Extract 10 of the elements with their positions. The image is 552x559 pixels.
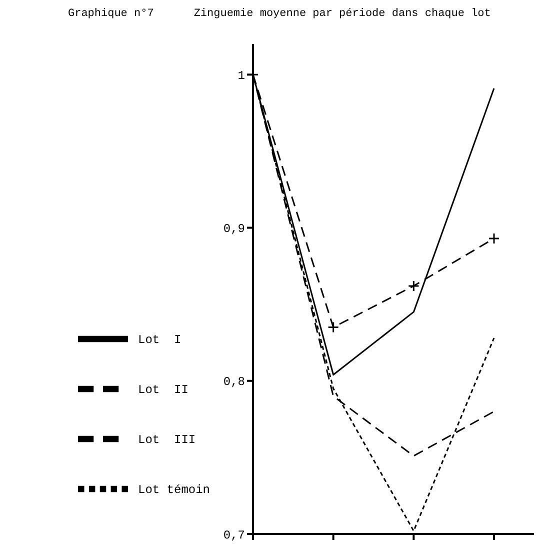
text: Graphique n°7 (68, 8, 154, 22)
legend-label: Lot III (138, 433, 196, 448)
legend-label: Lot II (138, 383, 188, 398)
y-tick-label: 0,8 (223, 375, 245, 390)
legend-label: Lot témoin (138, 483, 210, 498)
y-tick-label: 1 (238, 68, 245, 83)
legend-label: Lot I (138, 333, 182, 348)
y-tick-label: 0,7 (223, 528, 245, 542)
y-tick-label: 0,9 (223, 222, 245, 236)
chart-subtitle: Zinguemie moyenne par période dans chaque lot (194, 8, 491, 22)
